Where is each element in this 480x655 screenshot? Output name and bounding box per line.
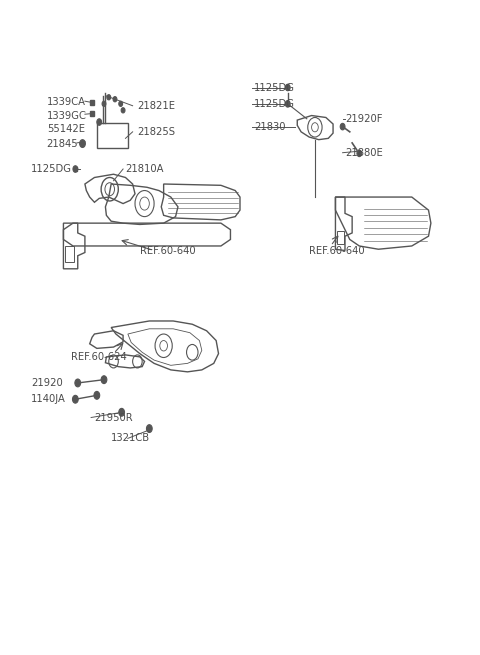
Text: 21845: 21845 [47, 139, 78, 149]
Bar [65, 246, 74, 262]
Text: REF.60-640: REF.60-640 [309, 246, 365, 255]
Circle shape [340, 123, 345, 130]
Text: 21920F: 21920F [345, 114, 383, 124]
Circle shape [107, 95, 111, 100]
Text: 1339CA: 1339CA [47, 98, 86, 107]
Circle shape [285, 84, 290, 91]
Circle shape [357, 150, 362, 157]
Bar [90, 100, 94, 105]
Bar [74, 167, 77, 171]
Text: 21830: 21830 [254, 122, 286, 132]
Text: 21880E: 21880E [345, 148, 383, 158]
Circle shape [119, 101, 122, 106]
Text: 55142E: 55142E [47, 124, 85, 134]
Text: 21825S: 21825S [137, 127, 175, 137]
Bar [286, 102, 289, 105]
Circle shape [72, 396, 78, 403]
Bar [337, 231, 344, 244]
Bar [90, 111, 94, 116]
Text: 1140JA: 1140JA [31, 394, 66, 404]
Text: 21810A: 21810A [125, 164, 164, 174]
Text: 21920: 21920 [31, 378, 63, 388]
Circle shape [113, 97, 117, 102]
Text: 21821E: 21821E [137, 101, 175, 111]
Circle shape [73, 166, 78, 172]
Circle shape [146, 424, 152, 432]
Text: 1125DG: 1125DG [254, 83, 295, 93]
Text: 1125DG: 1125DG [31, 164, 72, 174]
Text: 21950R: 21950R [95, 413, 133, 422]
Circle shape [97, 119, 102, 125]
Circle shape [285, 100, 290, 107]
Circle shape [75, 379, 81, 387]
Circle shape [101, 376, 107, 384]
Text: 1321CB: 1321CB [111, 434, 150, 443]
Text: 1339GC: 1339GC [47, 111, 86, 121]
Circle shape [80, 140, 85, 147]
Bar [97, 123, 128, 148]
Text: REF.60-624: REF.60-624 [71, 352, 126, 362]
Text: REF.60-640: REF.60-640 [140, 246, 195, 255]
Circle shape [121, 107, 125, 113]
Text: 1125DG: 1125DG [254, 100, 295, 109]
Circle shape [102, 101, 106, 106]
Circle shape [119, 408, 124, 416]
Bar [286, 86, 289, 90]
Circle shape [94, 392, 100, 400]
